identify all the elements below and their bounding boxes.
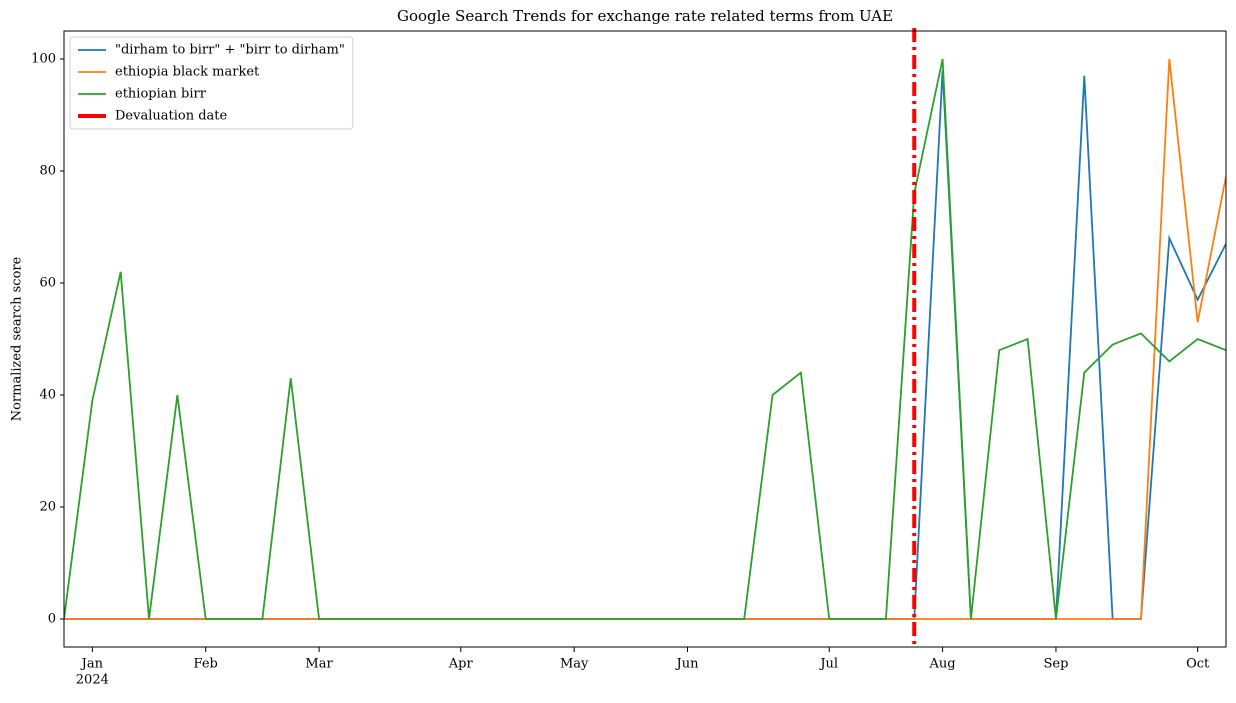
- legend-box: [69, 36, 354, 130]
- year-label: 2024: [76, 673, 109, 688]
- legend: "dirham to birr" + "birr to dirham" ethio…: [69, 36, 354, 130]
- x-tick-label: Apr: [448, 657, 474, 672]
- legend-label: "dirham to birr" + "birr to dirham": [115, 43, 345, 58]
- y-axis-label: Normalized search score: [10, 256, 25, 421]
- legend-label: ethiopian birr: [115, 87, 207, 102]
- line-series: [64, 58, 1226, 620]
- chart-title: Google Search Trends for exchange rate r…: [397, 7, 893, 25]
- y-tick-label: 0: [48, 612, 56, 627]
- y-tick-label: 100: [31, 52, 56, 67]
- line-series: [64, 58, 1226, 620]
- x-tick-label: Jul: [818, 657, 838, 672]
- x-tick-label: Jun: [675, 657, 700, 672]
- y-tick-label: 60: [39, 276, 56, 291]
- x-tick-label: Mar: [305, 657, 333, 672]
- x-tick-label: Feb: [194, 657, 218, 672]
- x-tick-label: Aug: [929, 657, 956, 672]
- x-tick-label: Sep: [1043, 657, 1068, 672]
- x-tick-label: May: [560, 657, 589, 672]
- line-series: [64, 70, 1226, 620]
- y-tick-label: 80: [39, 164, 56, 179]
- x-tick-label: Jan: [80, 657, 104, 672]
- plot-frame: [63, 30, 1227, 648]
- x-tick-label: Oct: [1186, 657, 1210, 672]
- legend-label: ethiopia black market: [115, 65, 260, 80]
- y-tick-label: 40: [39, 388, 56, 403]
- y-tick-label: 20: [39, 500, 56, 515]
- legend-label: Devaluation date: [115, 109, 228, 124]
